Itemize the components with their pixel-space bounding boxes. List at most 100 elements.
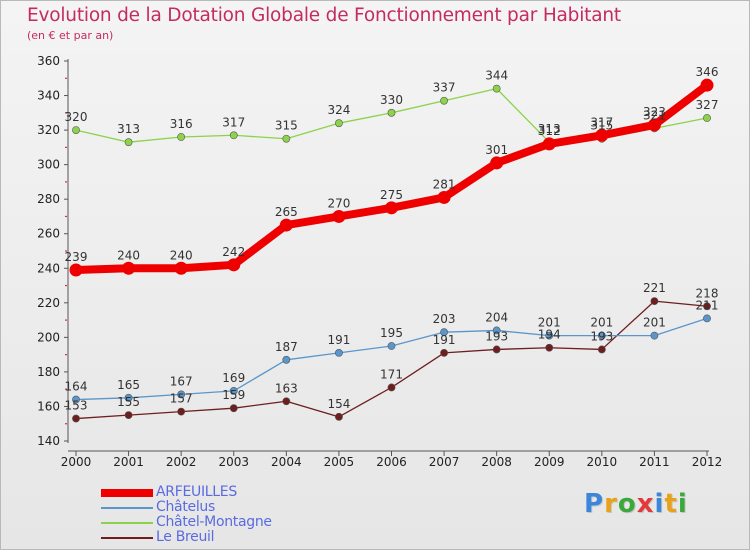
legend-swatch-arfeuilles xyxy=(101,489,153,497)
x-tick-label: 2008 xyxy=(481,455,512,469)
legend-label-arfeuilles: ARFEUILLES xyxy=(156,484,237,500)
legend-swatch-le-breuil xyxy=(101,537,153,539)
data-label: 346 xyxy=(696,65,719,79)
data-point xyxy=(703,302,711,311)
data-label: 169 xyxy=(222,371,245,385)
data-point xyxy=(335,349,343,357)
data-label: 211 xyxy=(696,298,719,312)
x-tick-label: 2005 xyxy=(324,455,355,469)
y-tick-label: 160 xyxy=(37,399,60,413)
data-label: 165 xyxy=(117,378,140,392)
data-label: 337 xyxy=(433,81,456,95)
data-point xyxy=(174,261,188,275)
data-point xyxy=(595,128,609,142)
x-tick-label: 2001 xyxy=(113,455,144,469)
legend-item-chatelus: Châtelus xyxy=(101,499,361,515)
data-label: 312 xyxy=(538,124,561,138)
legend-label-le-breuil: Le Breuil xyxy=(156,529,215,545)
data-point xyxy=(703,314,711,323)
data-label: 313 xyxy=(538,122,561,136)
data-label: 242 xyxy=(222,245,245,259)
legend-item-chatel-montagne: Châtel-Montagne xyxy=(101,514,361,530)
data-point xyxy=(229,387,238,395)
legend-swatch-chatelus xyxy=(101,507,153,509)
logo-letter: o xyxy=(617,489,637,519)
logo-letter: P xyxy=(584,489,605,519)
data-point xyxy=(703,114,711,122)
data-label: 320 xyxy=(65,110,88,124)
data-label: 203 xyxy=(433,312,456,326)
logo-letter: i xyxy=(654,489,665,519)
data-label: 193 xyxy=(485,329,508,343)
data-point xyxy=(227,258,241,272)
data-label: 218 xyxy=(696,286,719,300)
chart-subtitle: (en € et par an) xyxy=(27,29,114,42)
data-label: 155 xyxy=(117,395,140,409)
legend-label-chatelus: Châtelus xyxy=(156,499,215,515)
y-tick-label: 300 xyxy=(37,158,60,172)
data-label: 221 xyxy=(643,281,666,295)
data-point xyxy=(437,190,451,204)
legend-item-le-breuil: Le Breuil xyxy=(101,529,361,545)
proxiti-logo: Proxiti xyxy=(584,489,688,519)
data-label: 344 xyxy=(485,69,508,83)
data-point xyxy=(124,138,133,147)
data-label: 164 xyxy=(65,380,88,394)
data-point xyxy=(597,345,606,354)
x-tick-label: 2009 xyxy=(534,455,565,469)
data-label: 240 xyxy=(117,248,140,262)
data-point xyxy=(72,395,80,404)
data-label: 201 xyxy=(643,316,666,330)
data-point xyxy=(229,131,238,140)
data-label: 316 xyxy=(170,117,193,131)
data-point xyxy=(387,342,396,350)
data-label: 315 xyxy=(590,119,613,133)
data-point xyxy=(542,137,556,151)
logo-letter: x xyxy=(636,489,655,519)
y-tick-label: 260 xyxy=(37,227,60,241)
data-label: 323 xyxy=(643,105,666,119)
data-point xyxy=(177,407,186,416)
x-tick-label: 2004 xyxy=(271,455,302,469)
x-tick-label: 2010 xyxy=(587,455,618,469)
legend: ARFEUILLES Châtelus Châtel-Montagne Le B… xyxy=(101,484,361,545)
y-tick-label: 180 xyxy=(37,365,60,379)
data-point xyxy=(335,412,343,421)
data-label: 191 xyxy=(327,333,350,347)
data-label: 281 xyxy=(433,177,456,191)
data-point xyxy=(545,331,554,340)
data-point xyxy=(124,411,133,419)
data-label: 301 xyxy=(485,143,508,157)
data-label: 157 xyxy=(170,392,193,406)
data-label: 275 xyxy=(380,188,403,202)
data-point xyxy=(72,414,80,423)
data-label: 240 xyxy=(170,248,193,262)
data-label: 201 xyxy=(538,316,561,330)
data-label: 313 xyxy=(117,122,140,136)
y-tick-label: 360 xyxy=(37,54,60,68)
data-label: 163 xyxy=(275,381,298,395)
data-label: 321 xyxy=(643,108,666,122)
data-label: 195 xyxy=(380,326,403,340)
data-point xyxy=(332,209,346,223)
data-label: 324 xyxy=(327,103,350,117)
logo-letter: t xyxy=(664,489,678,519)
x-tick-label: 2002 xyxy=(166,455,197,469)
data-label: 171 xyxy=(380,367,403,381)
data-point xyxy=(279,218,293,232)
y-tick-label: 280 xyxy=(37,192,60,206)
legend-label-chatel-montagne: Châtel-Montagne xyxy=(156,514,272,530)
data-point xyxy=(177,133,186,141)
x-tick-label: 2007 xyxy=(429,455,460,469)
data-label: 315 xyxy=(275,119,298,133)
data-label: 153 xyxy=(65,399,88,413)
legend-item-arfeuilles: ARFEUILLES xyxy=(101,484,361,500)
chart-title: Evolution de la Dotation Globale de Fonc… xyxy=(27,5,621,26)
data-point xyxy=(124,393,133,402)
data-point xyxy=(282,134,291,143)
logo-letter: i xyxy=(677,489,688,519)
data-label: 193 xyxy=(590,329,613,343)
y-tick-label: 320 xyxy=(37,123,60,137)
data-label: 330 xyxy=(380,93,403,107)
